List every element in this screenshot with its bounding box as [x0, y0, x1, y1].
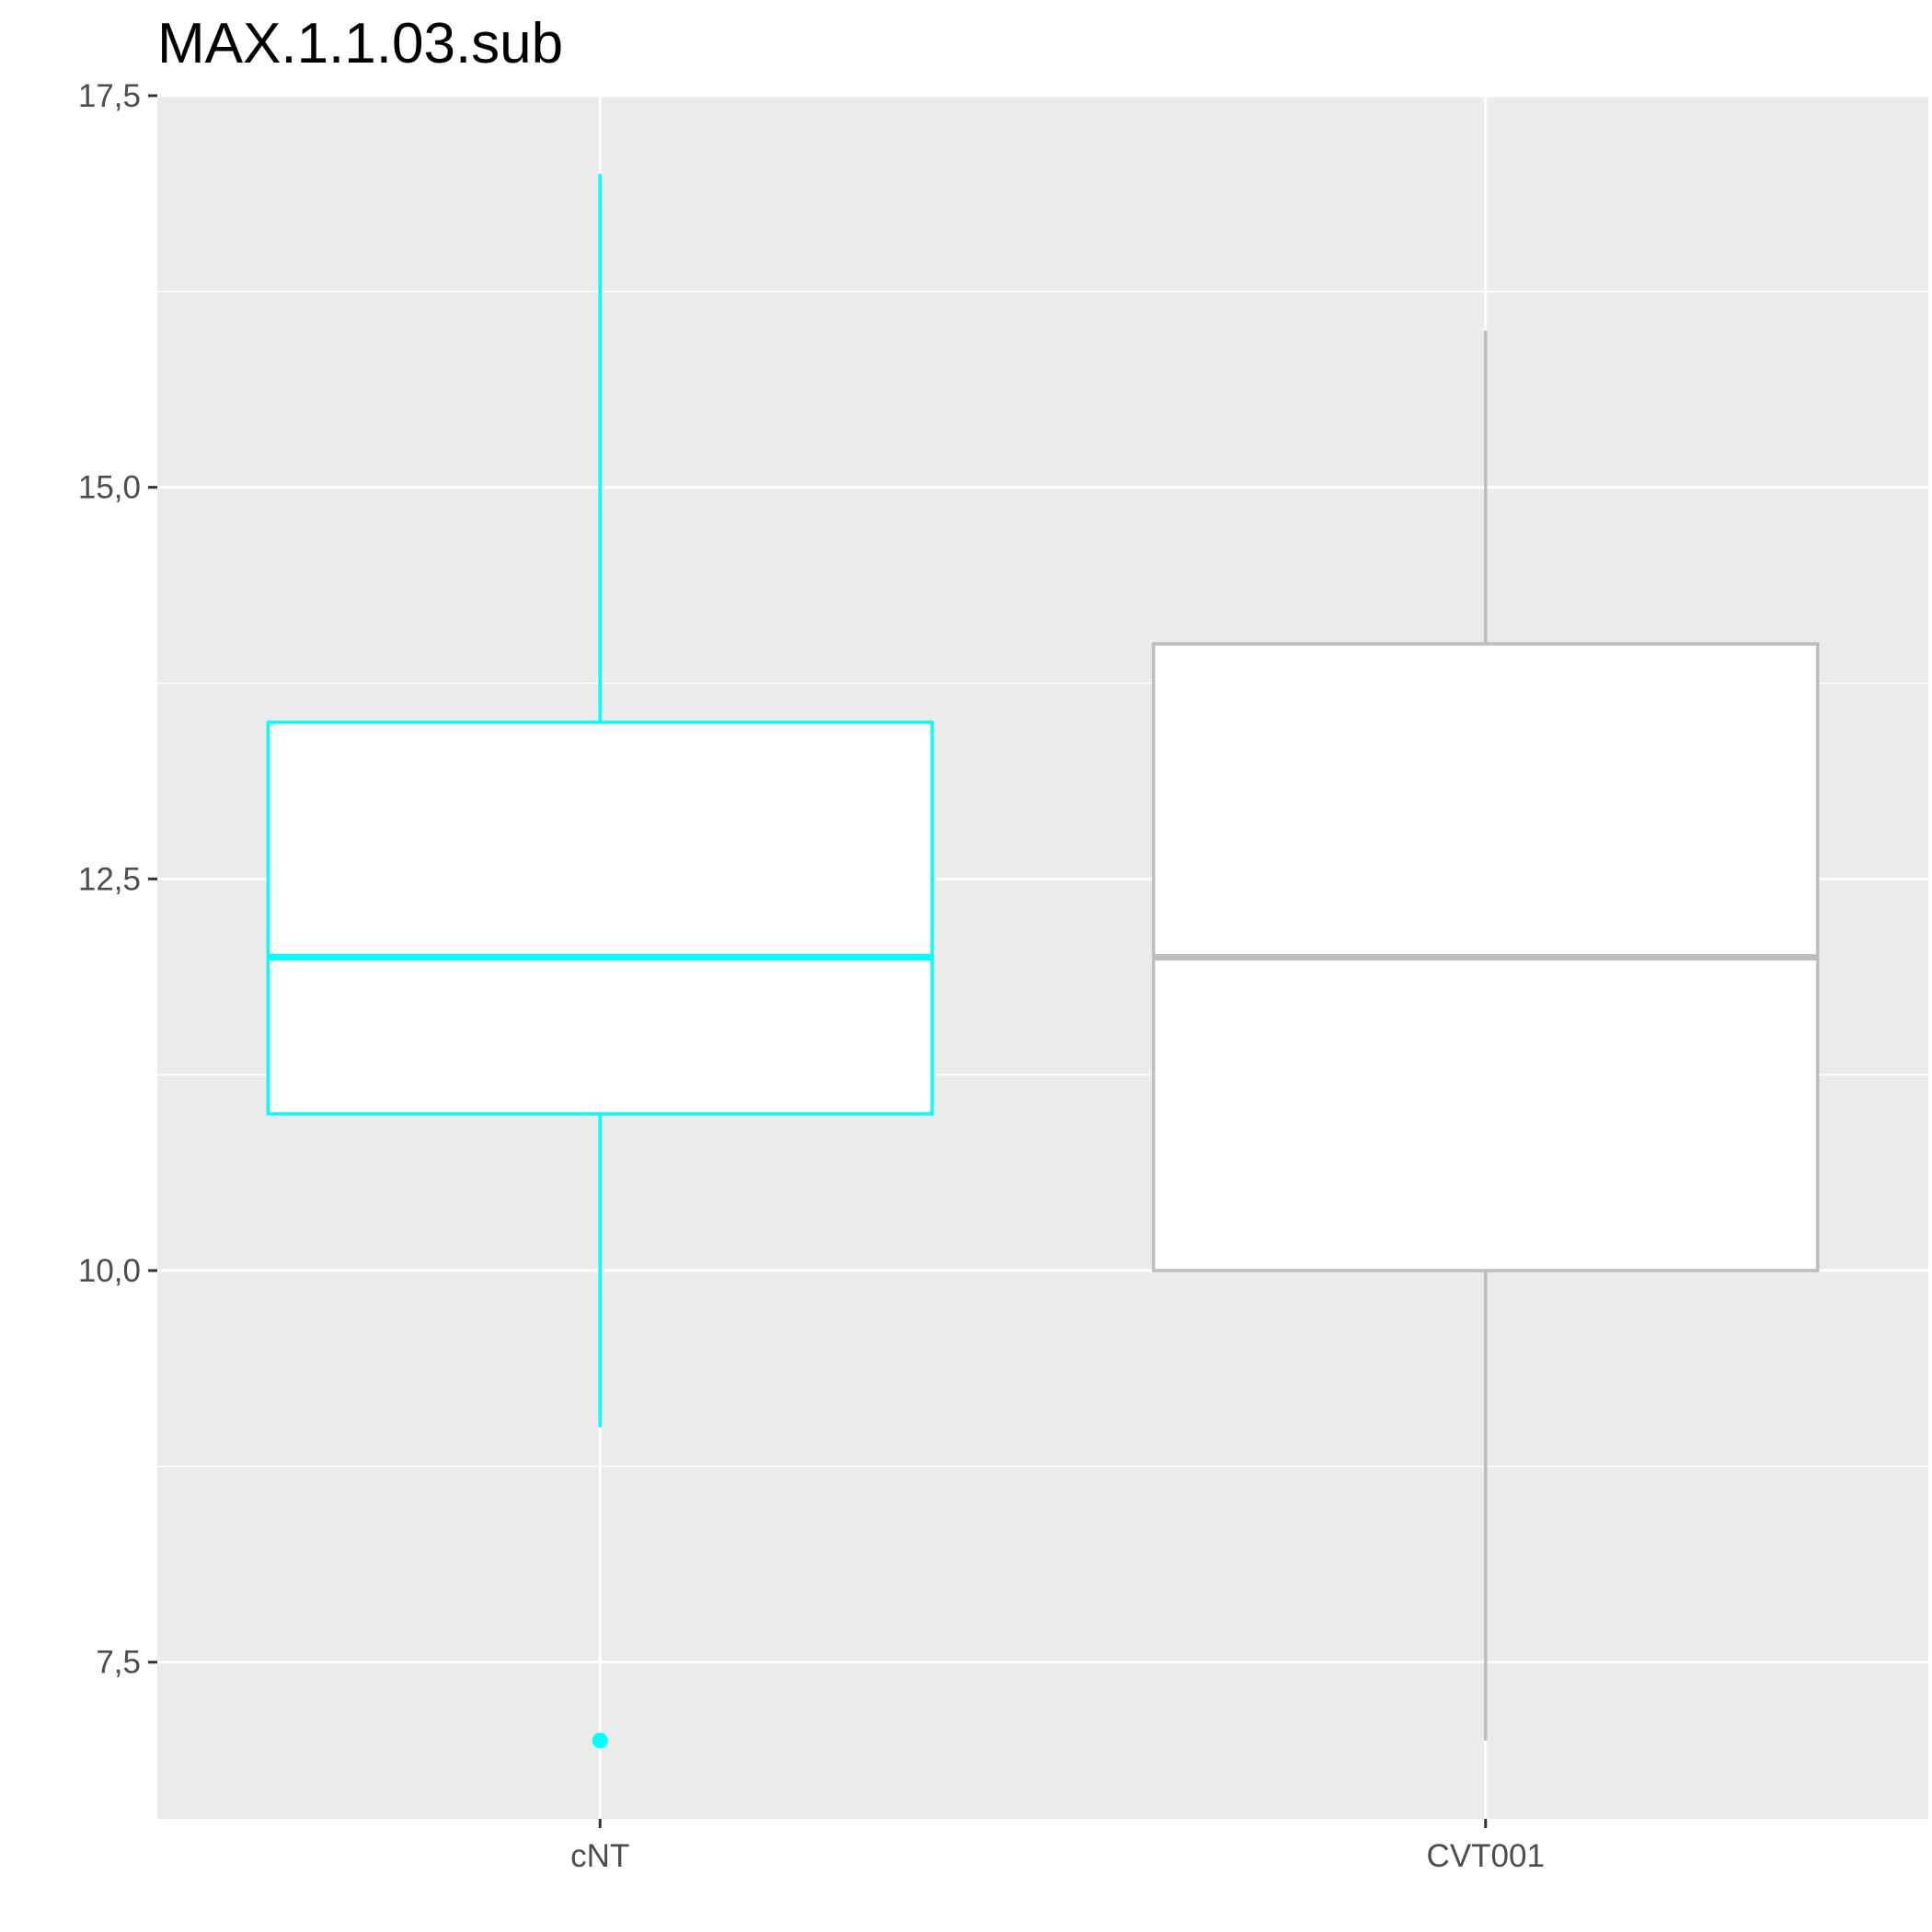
y-tick-label: 7,5 [96, 1645, 141, 1681]
y-tick-label: 17,5 [78, 78, 141, 114]
axes: 7,5 10,0 12,5 15,0 17,5 cNT CVT001 [78, 78, 1545, 1874]
box-layer [266, 174, 1820, 1749]
x-tick-label: CVT001 [1427, 1838, 1545, 1874]
y-tick-label: 15,0 [78, 470, 141, 506]
box-cnt [266, 174, 934, 1749]
chart-title: MAX.1.1.03.sub [157, 12, 563, 75]
outlier-point [592, 1732, 608, 1749]
y-tick-label: 12,5 [78, 861, 141, 897]
x-tick-label: cNT [570, 1838, 629, 1874]
box-iqr [266, 720, 934, 1116]
box-cvt001 [1152, 330, 1820, 1741]
y-tick-label: 10,0 [78, 1253, 141, 1289]
